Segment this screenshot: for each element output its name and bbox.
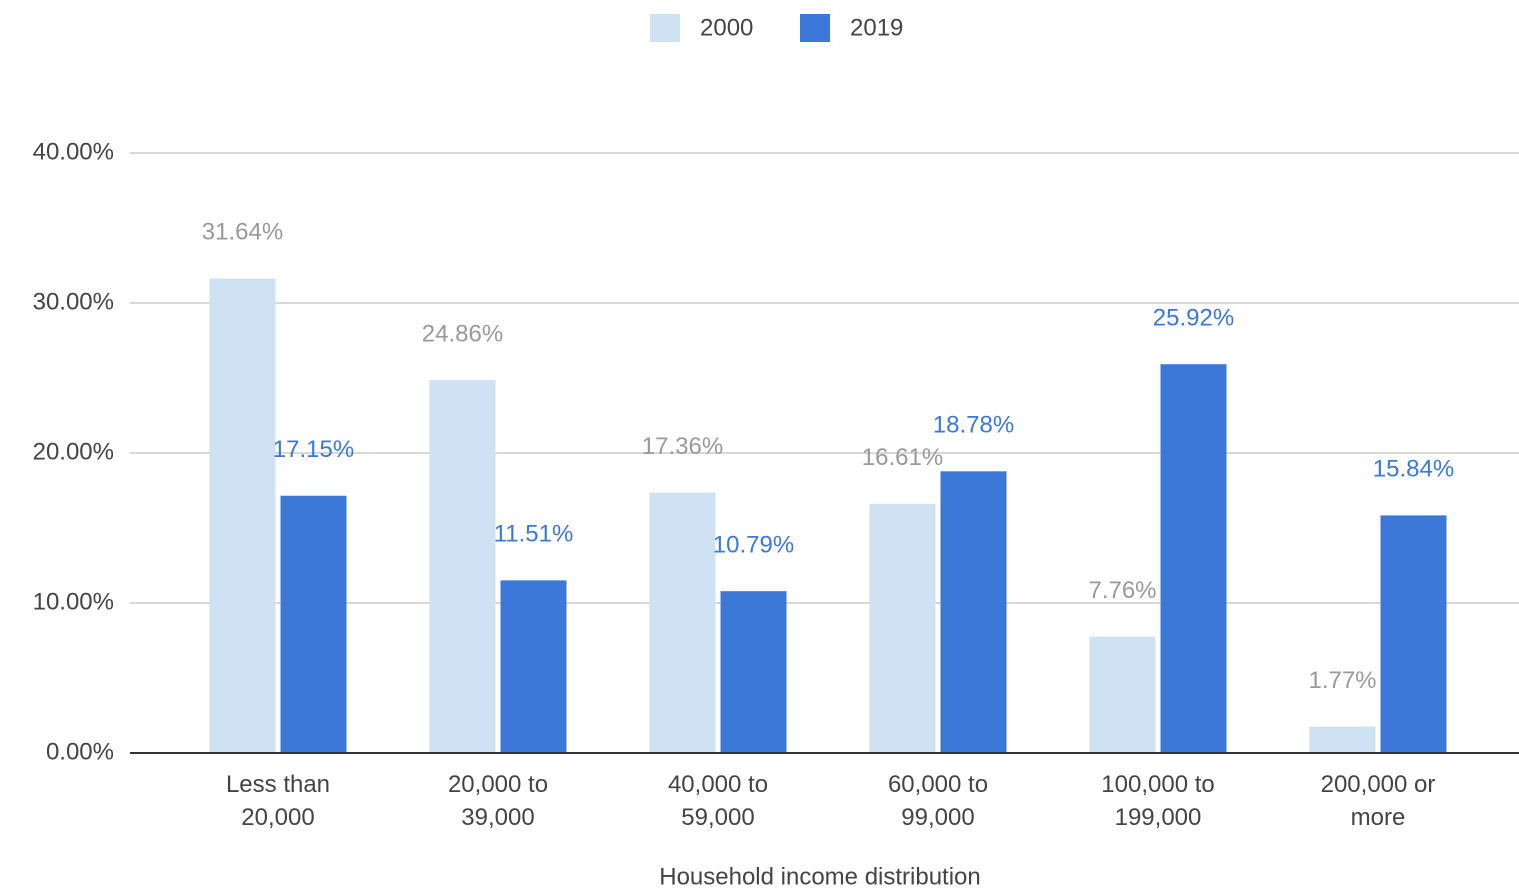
y-tick-label: 20.00% — [33, 438, 114, 465]
bar — [1089, 636, 1156, 753]
data-label: 10.79% — [713, 531, 794, 558]
x-tick-label: 20,000 to 39,000 — [447, 771, 549, 831]
y-tick-label: 0.00% — [46, 738, 114, 765]
bar — [940, 471, 1007, 753]
data-label: 31.64% — [202, 219, 283, 246]
bar — [869, 503, 936, 753]
bar — [1380, 515, 1447, 753]
bar — [1309, 726, 1376, 753]
bar — [1160, 364, 1227, 753]
legend-swatch — [650, 14, 680, 42]
x-tick-label: 40,000 to 59,000 — [667, 771, 769, 831]
data-label: 1.77% — [1308, 667, 1376, 694]
data-label: 24.86% — [422, 320, 503, 347]
bar — [209, 278, 276, 753]
x-axis-title: Household income distribution — [659, 863, 981, 890]
legend-label: 2019 — [850, 14, 903, 41]
data-label: 25.92% — [1153, 305, 1234, 332]
data-label: 16.61% — [862, 444, 943, 471]
bar — [429, 380, 496, 753]
x-tick-label: 200,000 or more — [1320, 771, 1436, 831]
legend-swatch — [800, 14, 830, 42]
data-label: 11.51% — [494, 521, 574, 548]
bar — [720, 591, 787, 753]
x-tick-label: 100,000 to 199,000 — [1101, 771, 1215, 831]
x-tick-label: Less than 20,000 — [225, 771, 331, 831]
data-label: 7.76% — [1088, 577, 1156, 604]
y-tick-label: 10.00% — [33, 588, 114, 615]
data-label: 15.84% — [1373, 456, 1454, 483]
bar — [280, 495, 347, 753]
bar — [649, 492, 716, 753]
y-tick-label: 30.00% — [33, 288, 114, 315]
data-label: 17.15% — [273, 436, 354, 463]
legend-label: 2000 — [700, 14, 753, 41]
data-label: 18.78% — [933, 412, 1014, 439]
bar — [500, 580, 567, 753]
data-label: 17.36% — [642, 433, 723, 460]
x-tick-label: 60,000 to 99,000 — [887, 771, 989, 831]
y-tick-label: 40.00% — [33, 138, 114, 165]
